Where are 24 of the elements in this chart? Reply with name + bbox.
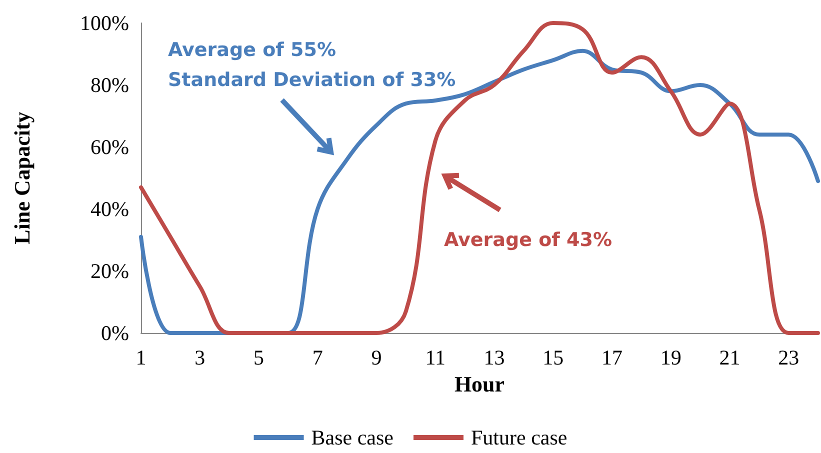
annotation: Average of 43%: [444, 229, 612, 251]
x-tick-label: 11: [425, 346, 446, 370]
x-tick-label: 23: [778, 346, 800, 370]
y-tick-label: 20%: [90, 259, 129, 283]
x-tick-label: 15: [542, 346, 564, 370]
annotation: Average of 55% Standard Deviation of 33%: [168, 39, 456, 91]
x-tick-label: 7: [312, 346, 323, 370]
x-tick-label: 5: [253, 346, 264, 370]
y-tick-label: 60%: [90, 135, 129, 159]
y-tick-label: 100%: [80, 11, 129, 35]
x-tick-label: 21: [719, 346, 740, 370]
legend-label: Future case: [470, 426, 568, 450]
legend-label: Base case: [311, 426, 394, 450]
y-axis-title: Line Capacity: [10, 112, 34, 244]
x-tick-label: 19: [660, 346, 682, 370]
y-tick-label: 0%: [101, 321, 129, 345]
y-tick-label: 80%: [90, 73, 129, 97]
x-tick-label: 1: [136, 346, 146, 370]
x-tick-label: 13: [484, 346, 505, 370]
x-tick-label: 3: [194, 346, 206, 370]
x-tick-label: 17: [601, 346, 622, 370]
x-axis-title: Hour: [454, 372, 505, 396]
x-tick-label: 9: [371, 346, 382, 370]
y-tick-label: 40%: [90, 197, 129, 221]
